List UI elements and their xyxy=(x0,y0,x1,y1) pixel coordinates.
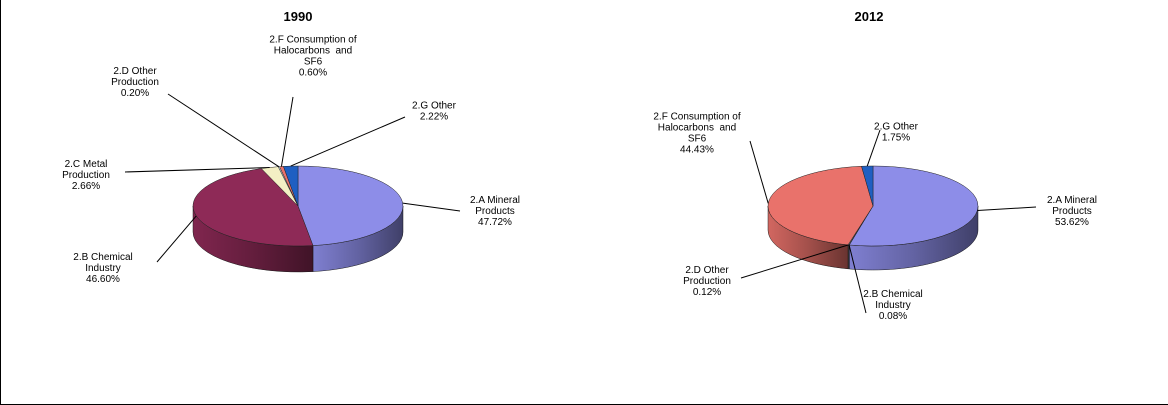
data-label-line: 2.D Other xyxy=(113,66,157,77)
data-label-line: SF6 xyxy=(304,57,323,68)
pie-labels-2012: 2.A Mineral Products 53.62% 2.B Chemical Ind… xyxy=(653,112,1097,323)
pie-side-shade xyxy=(312,206,403,272)
pie-side-1990 xyxy=(192,205,404,273)
data-label-2-d-other: 2.D Other Production 0.12% xyxy=(683,265,731,298)
data-label-line: Products xyxy=(475,206,514,217)
data-label-2-c-metal: 2.C Metal Production 2.66% xyxy=(62,159,110,192)
data-label-2-g-other: 2.G Other 1.75% xyxy=(874,122,919,144)
data-label-2-a-mineral: 2.A Mineral Products 53.62% xyxy=(1047,195,1097,228)
pie-slice-2-f-consumption-of xyxy=(767,165,874,246)
leader-line-2-d-other xyxy=(167,93,280,168)
leader-line-2-d-other xyxy=(740,244,849,279)
pie-chart-1990: 1990 2.A Mineral Products 47.72% 2.B Chemic… xyxy=(62,9,520,285)
pie-side-shade xyxy=(849,206,978,270)
data-label-line: 1.75% xyxy=(882,133,910,144)
data-label-line: Production xyxy=(111,77,159,88)
pie-labels-1990: 2.A Mineral Products 47.72% 2.B Chemical Ind… xyxy=(62,35,520,286)
leader-line-2-g-other xyxy=(866,129,881,167)
leader-line-2-b-chemical xyxy=(156,215,197,263)
pie-top-2012 xyxy=(767,165,979,247)
data-label-line: 47.72% xyxy=(478,217,512,228)
data-label-2-f-consumption-of: 2.F Consumption of Halocarbons and SF6 44.4… xyxy=(653,112,740,156)
chart-title-1990: 1990 xyxy=(284,9,313,24)
data-label-line: 2.C Metal xyxy=(65,159,108,170)
leader-line-2-c-metal xyxy=(124,166,270,173)
data-label-2-d-other: 2.D Other Production 0.20% xyxy=(111,66,159,99)
data-label-line: 46.60% xyxy=(86,274,120,285)
data-label-line: 2.D Other xyxy=(685,265,729,276)
data-label-line: 2.B Chemical xyxy=(863,289,922,300)
data-label-line: 2.F Consumption of xyxy=(653,112,740,123)
leader-line-2-a-mineral xyxy=(402,202,461,212)
pie-chart-2012: 2012 2.A Mineral Products 53.62% 2.B Chemic… xyxy=(653,9,1097,322)
leader-line-2-g-other xyxy=(290,116,406,167)
data-label-line: Halocarbons and xyxy=(658,123,736,134)
leader-line-2-f-consumption-of xyxy=(749,140,769,204)
data-label-line: 2.A Mineral xyxy=(470,195,520,206)
pie-slice-2-g-other xyxy=(283,165,299,207)
pie-slice-2-g-other xyxy=(861,165,874,207)
data-label-2-f-consumption-of: 2.F Consumption of Halocarbons and SF6 0.60… xyxy=(269,35,356,79)
leader-line-2-f-consumption-of xyxy=(280,96,294,167)
data-label-line: 2.G Other xyxy=(412,101,457,112)
data-label-2-b-chemical: 2.B Chemical Industry 46.60% xyxy=(73,252,132,285)
data-label-line: 2.A Mineral xyxy=(1047,195,1097,206)
pie-slice-2-a-mineral xyxy=(297,165,404,246)
data-label-line: 2.22% xyxy=(420,112,448,123)
data-label-line: 0.12% xyxy=(693,287,721,298)
data-label-2-a-mineral: 2.A Mineral Products 47.72% xyxy=(470,195,520,228)
data-label-line: Industry xyxy=(875,300,911,311)
data-label-2-g-other: 2.G Other 2.22% xyxy=(412,101,457,123)
data-label-line: 0.08% xyxy=(879,311,907,322)
chart-title-2012: 2012 xyxy=(855,9,884,24)
data-label-line: SF6 xyxy=(688,134,707,145)
pie-top-1990 xyxy=(192,165,404,247)
data-label-line: Halocarbons and xyxy=(274,46,352,57)
data-label-line: 0.60% xyxy=(299,68,327,79)
pie-side-shade xyxy=(193,206,313,272)
pie-slice-2-b-chemical xyxy=(192,168,314,247)
data-label-2-b-chemical: 2.B Chemical Industry 0.08% xyxy=(863,289,922,322)
leader-line-2-a-mineral xyxy=(977,206,1037,212)
leader-line-2-b-chemical xyxy=(848,244,867,314)
data-label-line: Production xyxy=(683,276,731,287)
data-label-line: 2.G Other xyxy=(874,122,919,133)
pie-slice-2-a-mineral xyxy=(848,165,979,247)
data-label-line: 2.B Chemical xyxy=(73,252,132,263)
data-label-line: 0.20% xyxy=(121,88,149,99)
data-label-line: 44.43% xyxy=(680,145,714,156)
data-label-line: 2.F Consumption of xyxy=(269,35,356,46)
data-label-line: Products xyxy=(1052,206,1091,217)
data-label-line: Industry xyxy=(85,263,121,274)
data-label-line: 53.62% xyxy=(1055,217,1089,228)
data-label-line: 2.66% xyxy=(72,181,100,192)
data-label-line: Production xyxy=(62,170,110,181)
